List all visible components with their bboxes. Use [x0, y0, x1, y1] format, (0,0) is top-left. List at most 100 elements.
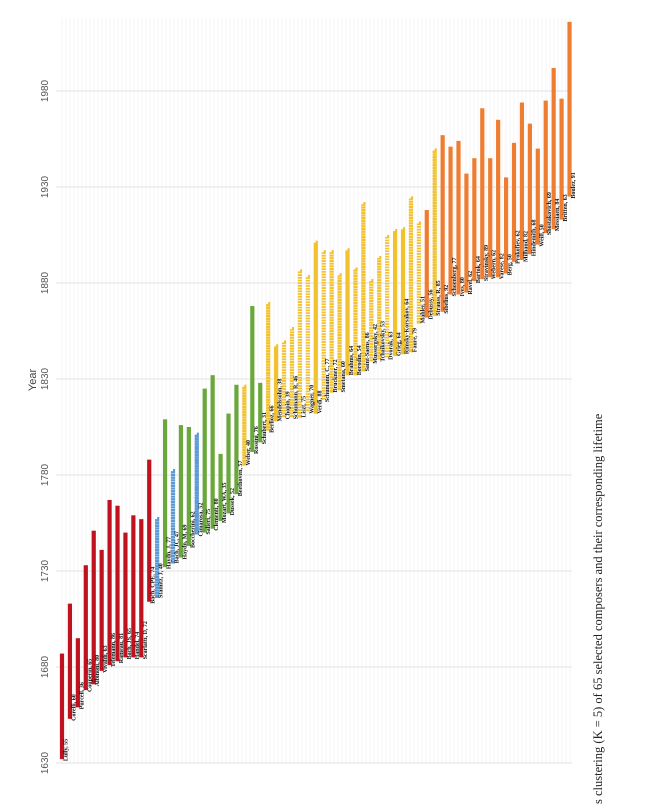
composer-label: Schumann, R, 46 — [293, 376, 299, 420]
composer-bar — [456, 140, 461, 295]
composer-bar — [527, 123, 532, 255]
y-tick-label: 1630 — [40, 751, 51, 774]
composer-label: Hindemith, 68 — [531, 220, 537, 257]
composer-label: Weber, 40 — [246, 440, 252, 465]
composer-label: Brahms, 64 — [349, 346, 355, 375]
composer-label: Scarlatti, D, 72 — [143, 621, 149, 659]
composer-bar — [186, 427, 191, 547]
composer-label: Webern, 62 — [492, 250, 498, 279]
composer-label: Beethoven, 57 — [238, 461, 244, 497]
composer-label: Haydn, M, 69 — [182, 525, 188, 560]
composer-label: Schubert, 31 — [262, 412, 268, 444]
composer-label: Telemann, 86 — [111, 633, 117, 667]
composer-bar — [258, 382, 263, 443]
composer-bars — [59, 21, 572, 760]
composer-label: Stamitz, J, 40 — [159, 563, 165, 598]
composer-bar — [488, 158, 493, 278]
composer-bar — [83, 565, 88, 691]
composer-bar — [535, 148, 540, 245]
composer-bar — [472, 158, 477, 282]
composer-label: Verdi, 88 — [317, 391, 323, 414]
composer-bar — [226, 413, 231, 514]
composer-label: Bach, JC, 47 — [175, 531, 181, 563]
composer-bar — [543, 100, 548, 234]
composer-bar — [464, 173, 469, 293]
composer-labels: Lully, 55 Corelli, 60 Purcell, 36Couperin,… — [64, 172, 578, 761]
composer-label: Dvorak, 63 — [389, 332, 395, 360]
composer-label: Bruckner, 72 — [333, 359, 339, 392]
composer-bar — [551, 67, 556, 230]
y-tick-label: 1730 — [40, 559, 51, 582]
composer-label: Cimarosa, 52 — [198, 503, 204, 537]
composer-label: Shostakovich, 69 — [547, 192, 553, 235]
composer-bar — [202, 388, 207, 533]
composer-bar — [99, 549, 104, 671]
composer-bar — [131, 515, 136, 658]
composer-label: Wagner, 70 — [309, 385, 315, 414]
composer-label: Milhaud, 82 — [523, 231, 529, 262]
composer-label: Rossini, 76 — [254, 426, 260, 454]
composer-bar — [107, 499, 112, 666]
composer-bar — [210, 375, 215, 529]
y-tick-label: 1830 — [40, 367, 51, 390]
y-tick-label: 1980 — [40, 79, 51, 102]
composer-label: Mahler, 51 — [420, 296, 426, 323]
composer-label: Boccherini, 62 — [190, 511, 196, 548]
composer-label: Ives, 80 — [460, 277, 466, 296]
y-tick-label: 1930 — [40, 175, 51, 198]
composer-bar — [567, 21, 572, 197]
composer-bar — [559, 98, 564, 220]
y-axis-title: Year — [27, 369, 39, 392]
composer-bar — [115, 505, 120, 662]
composer-label: Weill, 50 — [539, 224, 545, 246]
composer-bar — [139, 519, 144, 658]
composer-label: Borodin, 54 — [357, 345, 363, 375]
composer-label: Clementi, 80 — [214, 498, 220, 530]
composer-bar — [496, 119, 501, 278]
composer-label: Albinoni, 80 — [95, 655, 101, 686]
composer-label: Handel, 74 — [135, 632, 141, 660]
composer-label: Varese, 82 — [500, 253, 506, 279]
composer-label: Smetana, 60 — [341, 361, 347, 392]
composer-label: Mussorgsky, 42 — [373, 324, 379, 364]
composer-label: Rimsky-Korsakov, 64 — [404, 299, 410, 354]
figure-caption: s clustering (K = 5) of 65 selected comp… — [591, 413, 605, 804]
composer-bar — [511, 142, 517, 262]
composer-label: Salieri, 75 — [206, 509, 212, 535]
composer-label: Mendelssohn, 38 — [278, 379, 284, 422]
composer-label: Messiaen, 84 — [555, 199, 561, 232]
composer-label: Sibelius, 92 — [444, 285, 450, 314]
composer-label: Britten, 63 — [563, 194, 569, 221]
composer-label: Schoenberg, 77 — [452, 258, 458, 297]
composer-label: Bach, JS, 65 — [127, 628, 133, 659]
y-tick-label: 1680 — [40, 655, 51, 678]
composer-bar — [123, 532, 128, 658]
composer-bar — [424, 210, 429, 318]
composer-bar — [250, 306, 255, 452]
composer-label: Ravel, 62 — [468, 271, 474, 295]
grid-lines — [56, 18, 572, 764]
composer-bar — [448, 146, 453, 295]
composer-bar — [147, 459, 152, 602]
composer-label: Stravinsky, 89 — [484, 245, 490, 281]
composer-bar — [178, 425, 184, 558]
composer-label: Rameau, 81 — [119, 633, 125, 663]
composer-label: Faure, 79 — [412, 328, 418, 352]
y-tick-label: 1880 — [40, 271, 51, 294]
composer-label: Lully, 55 — [64, 739, 70, 761]
composer-label: Strauss, R, 85 — [436, 280, 442, 315]
composer-label: Vivaldi, 63 — [103, 645, 109, 672]
composer-bar — [162, 419, 168, 568]
composer-label: Debussy, 56 — [428, 290, 434, 320]
composer-label: Couperin, 65 — [87, 659, 93, 692]
composer-bar — [519, 102, 525, 260]
composer-bar — [59, 653, 65, 760]
composer-label: Haydn, J, 77 — [167, 537, 173, 569]
composer-label: Liszt, 75 — [301, 396, 307, 418]
composer-bar — [75, 638, 80, 708]
y-tick-label: 1780 — [40, 463, 51, 486]
composer-bar — [91, 530, 96, 685]
composer-label: Grieg, 64 — [397, 332, 403, 356]
